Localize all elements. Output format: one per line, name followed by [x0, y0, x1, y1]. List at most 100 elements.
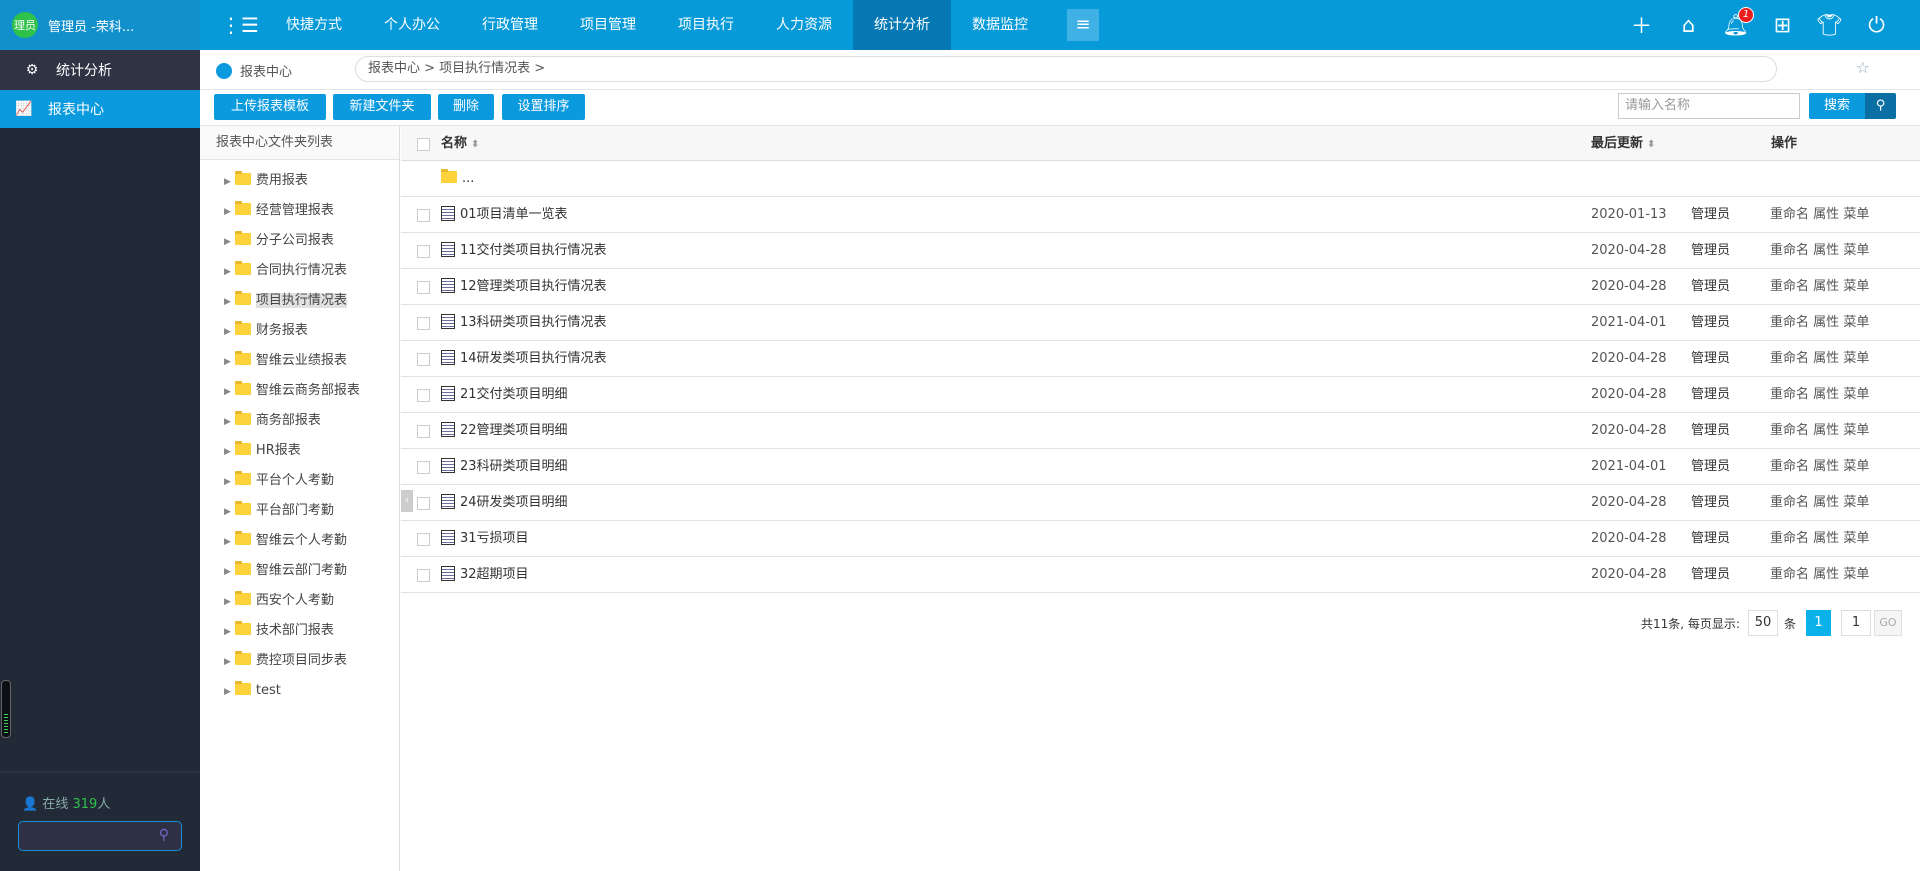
- properties-link[interactable]: 属性: [1813, 315, 1840, 330]
- nav-project-exec[interactable]: 项目执行: [678, 17, 734, 33]
- file-name[interactable]: 23科研类项目明细: [441, 449, 568, 484]
- row-checkbox[interactable]: [417, 245, 430, 258]
- table-row[interactable]: 31亏损项目 2020-04-28 管理员 重命名 属性 菜单: [401, 521, 1920, 557]
- tree-folder-item[interactable]: ▶ 经营管理报表: [200, 196, 399, 226]
- go-button[interactable]: GO: [1874, 610, 1902, 636]
- menu-toggle-icon[interactable]: ⋮☰: [221, 13, 259, 37]
- search-input[interactable]: 请输入名称: [1618, 93, 1800, 119]
- file-name[interactable]: 31亏损项目: [441, 521, 529, 556]
- menu-link[interactable]: 菜单: [1843, 531, 1870, 546]
- breadcrumb[interactable]: 报表中心 > 项目执行情况表 >: [355, 56, 1777, 82]
- tree-folder-item[interactable]: ▶ 平台个人考勤: [200, 466, 399, 496]
- rename-link[interactable]: 重命名: [1770, 495, 1810, 510]
- rename-link[interactable]: 重命名: [1770, 531, 1810, 546]
- expand-arrow-icon[interactable]: ▶: [224, 297, 231, 307]
- rename-link[interactable]: 重命名: [1770, 279, 1810, 294]
- table-row[interactable]: 21交付类项目明细 2020-04-28 管理员 重命名 属性 菜单: [401, 377, 1920, 413]
- table-row[interactable]: 12管理类项目执行情况表 2020-04-28 管理员 重命名 属性 菜单: [401, 269, 1920, 305]
- file-name[interactable]: 24研发类项目明细: [441, 485, 568, 520]
- tree-folder-item[interactable]: ▶ 项目执行情况表: [200, 286, 399, 316]
- expand-arrow-icon[interactable]: ▶: [224, 537, 231, 547]
- select-all-checkbox[interactable]: [417, 138, 430, 151]
- tree-folder-item[interactable]: ▶ 智维云商务部报表: [200, 376, 399, 406]
- tree-folder-item[interactable]: ▶ 技术部门报表: [200, 616, 399, 646]
- row-checkbox[interactable]: [417, 317, 430, 330]
- rename-link[interactable]: 重命名: [1770, 567, 1810, 582]
- file-name[interactable]: 13科研类项目执行情况表: [441, 305, 607, 340]
- nav-admin[interactable]: 行政管理: [482, 17, 538, 33]
- expand-arrow-icon[interactable]: ▶: [224, 447, 231, 457]
- properties-link[interactable]: 属性: [1813, 495, 1840, 510]
- table-row[interactable]: 14研发类项目执行情况表 2020-04-28 管理员 重命名 属性 菜单: [401, 341, 1920, 377]
- file-name[interactable]: 22管理类项目明细: [441, 413, 568, 448]
- home-icon[interactable]: ⌂: [1681, 13, 1696, 37]
- menu-link[interactable]: 菜单: [1843, 351, 1870, 366]
- upload-template-button[interactable]: 上传报表模板: [214, 94, 326, 120]
- expand-arrow-icon[interactable]: ▶: [224, 267, 231, 277]
- tree-folder-item[interactable]: ▶ 商务部报表: [200, 406, 399, 436]
- rename-link[interactable]: 重命名: [1770, 423, 1810, 438]
- menu-link[interactable]: 菜单: [1843, 459, 1870, 474]
- delete-button[interactable]: 删除: [438, 94, 494, 120]
- apps-icon[interactable]: ⊞: [1773, 13, 1792, 37]
- menu-link[interactable]: 菜单: [1843, 243, 1870, 258]
- tree-folder-item[interactable]: ▶ 合同执行情况表: [200, 256, 399, 286]
- menu-link[interactable]: 菜单: [1843, 279, 1870, 294]
- search-icon[interactable]: ⚲: [158, 827, 169, 843]
- tree-folder-item[interactable]: ▶ 平台部门考勤: [200, 496, 399, 526]
- file-name[interactable]: 32超期项目: [441, 557, 529, 592]
- expand-arrow-icon[interactable]: ▶: [224, 177, 231, 187]
- expand-arrow-icon[interactable]: ▶: [224, 327, 231, 337]
- expand-arrow-icon[interactable]: ▶: [224, 477, 231, 487]
- expand-arrow-icon[interactable]: ▶: [224, 507, 231, 517]
- collapse-panel-handle[interactable]: ‹: [401, 490, 413, 512]
- rename-link[interactable]: 重命名: [1770, 243, 1810, 258]
- menu-link[interactable]: 菜单: [1843, 567, 1870, 582]
- menu-link[interactable]: 菜单: [1843, 315, 1870, 330]
- file-name[interactable]: 12管理类项目执行情况表: [441, 269, 607, 304]
- tree-folder-item[interactable]: ▶ 智维云业绩报表: [200, 346, 399, 376]
- expand-arrow-icon[interactable]: ▶: [224, 567, 231, 577]
- menu-link[interactable]: 菜单: [1843, 387, 1870, 402]
- properties-link[interactable]: 属性: [1813, 531, 1840, 546]
- properties-link[interactable]: 属性: [1813, 207, 1840, 222]
- expand-arrow-icon[interactable]: ▶: [224, 687, 231, 697]
- file-name[interactable]: 14研发类项目执行情况表: [441, 341, 607, 376]
- properties-link[interactable]: 属性: [1813, 351, 1840, 366]
- menu-link[interactable]: 菜单: [1843, 423, 1870, 438]
- sidebar-item-report-center[interactable]: 📈 报表中心: [0, 90, 200, 128]
- menu-link[interactable]: 菜单: [1843, 207, 1870, 222]
- properties-link[interactable]: 属性: [1813, 243, 1840, 258]
- tree-folder-item[interactable]: ▶ 智维云部门考勤: [200, 556, 399, 586]
- row-checkbox[interactable]: [417, 425, 430, 438]
- search-button[interactable]: 搜索: [1809, 93, 1865, 119]
- properties-link[interactable]: 属性: [1813, 459, 1840, 474]
- rename-link[interactable]: 重命名: [1770, 459, 1810, 474]
- more-menu-icon[interactable]: ≡: [1067, 9, 1099, 41]
- file-name[interactable]: 01项目清单一览表: [441, 197, 568, 232]
- tree-folder-item[interactable]: ▶ 费用报表: [200, 166, 399, 196]
- expand-arrow-icon[interactable]: ▶: [224, 237, 231, 247]
- nav-shortcuts[interactable]: 快捷方式: [286, 17, 342, 33]
- tree-folder-item[interactable]: ▶ 西安个人考勤: [200, 586, 399, 616]
- rename-link[interactable]: 重命名: [1770, 207, 1810, 222]
- tree-folder-item[interactable]: ▶ 财务报表: [200, 316, 399, 346]
- power-icon[interactable]: ⏻: [1868, 12, 1885, 37]
- tree-folder-item[interactable]: ▶ HR报表: [200, 436, 399, 466]
- table-row[interactable]: 23科研类项目明细 2021-04-01 管理员 重命名 属性 菜单: [401, 449, 1920, 485]
- table-row[interactable]: 01项目清单一览表 2020-01-13 管理员 重命名 属性 菜单: [401, 197, 1920, 233]
- expand-arrow-icon[interactable]: ▶: [224, 357, 231, 367]
- row-checkbox[interactable]: [417, 569, 430, 582]
- page-1-button[interactable]: 1: [1806, 610, 1831, 636]
- set-order-button[interactable]: 设置排序: [502, 94, 585, 120]
- table-row[interactable]: 22管理类项目明细 2020-04-28 管理员 重命名 属性 菜单: [401, 413, 1920, 449]
- row-checkbox[interactable]: [417, 533, 430, 546]
- table-row[interactable]: 24研发类项目明细 2020-04-28 管理员 重命名 属性 菜单: [401, 485, 1920, 521]
- row-checkbox[interactable]: [417, 353, 430, 366]
- nav-hr[interactable]: 人力资源: [776, 17, 832, 33]
- column-updated[interactable]: 最后更新 ⬍: [1591, 126, 1655, 162]
- star-icon[interactable]: ☆: [1855, 58, 1870, 77]
- tree-folder-item[interactable]: ▶ 分子公司报表: [200, 226, 399, 256]
- rename-link[interactable]: 重命名: [1770, 387, 1810, 402]
- column-name[interactable]: 名称 ⬍: [441, 126, 479, 162]
